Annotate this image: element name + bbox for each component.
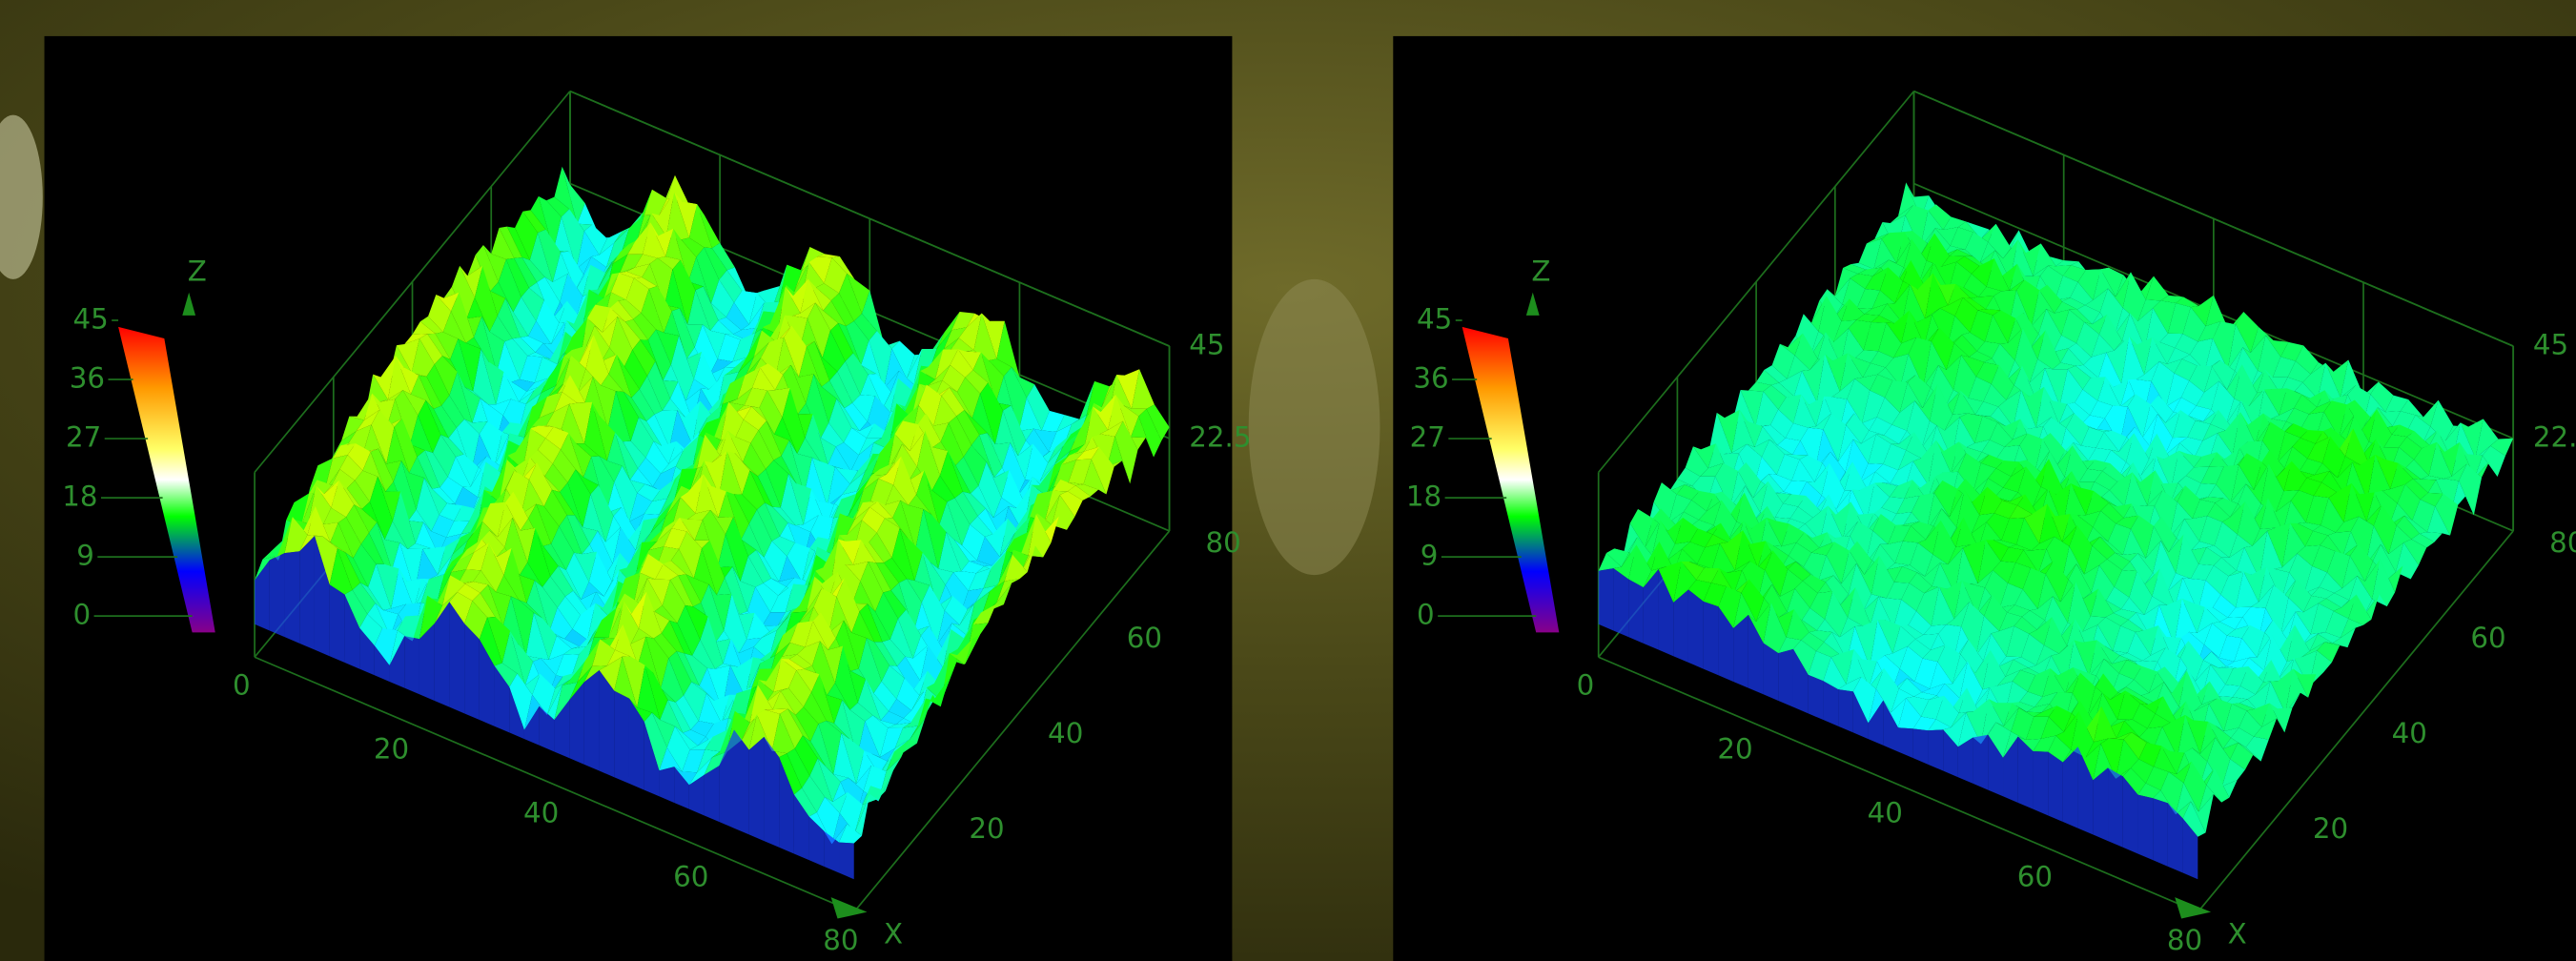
surface-side — [705, 766, 720, 822]
colorbar-tick-label: 27 — [1410, 421, 1445, 454]
colorbar-tick-label: 45 — [1417, 303, 1452, 336]
x-axis-label: X — [884, 917, 903, 950]
surface-side — [1778, 649, 1793, 707]
colorbar-tick-label: 18 — [1406, 480, 1441, 513]
y-tick-label: 60 — [2470, 622, 2505, 654]
x-tick-label: 60 — [2017, 860, 2053, 892]
colorbar-tick-label: 0 — [1417, 599, 1435, 631]
surface-side — [1628, 579, 1644, 643]
surface-side — [1838, 689, 1853, 732]
colorbar-tick-label: 0 — [72, 599, 91, 631]
colorbar-tick-label: 9 — [76, 540, 94, 572]
surface-side — [2108, 767, 2123, 847]
surface-side — [1599, 568, 1614, 630]
surface-side — [614, 691, 629, 784]
screen: 0 20 40 60 80 20 40 60 80 22.5 45 X Z 0 9 18 27 36 45 0 20 4… — [0, 0, 2576, 961]
x-axis-label: X — [2228, 917, 2247, 950]
surface-side — [285, 551, 300, 644]
surface-side — [839, 843, 854, 880]
colorbar-tick-label: 36 — [1413, 362, 1448, 395]
surface-side — [1704, 602, 1719, 675]
y-tick-label: 40 — [2392, 717, 2427, 749]
surface-side — [404, 636, 419, 694]
surface-side — [464, 624, 480, 720]
x-tick-label: 0 — [233, 669, 251, 702]
surface-side — [2093, 767, 2108, 841]
z-axis-label: Z — [1531, 256, 1550, 288]
background-blur — [1249, 279, 1380, 575]
x-tick-label: 20 — [1717, 733, 1752, 766]
z-tick-label: 22.5 — [1189, 420, 1251, 453]
surface-side — [2048, 752, 2063, 822]
z-tick-label: 45 — [2533, 329, 2568, 361]
surface-side — [1688, 589, 1704, 668]
surface-side — [2137, 795, 2153, 861]
x-tick-label: 80 — [2167, 924, 2202, 956]
colorbar-tick-label: 45 — [72, 303, 108, 336]
x-tick-label: 40 — [1868, 796, 1903, 828]
colorbar-tick-label: 36 — [70, 362, 105, 395]
x-tick-label: 20 — [374, 733, 409, 766]
x-tick-label: 60 — [673, 860, 708, 892]
colorbar-tick-label: 9 — [1421, 540, 1439, 572]
surface-side — [2153, 798, 2168, 867]
y-tick-label: 80 — [1205, 526, 1240, 559]
colorbar-tick-label: 18 — [62, 480, 97, 513]
y-tick-label: 40 — [1048, 717, 1083, 749]
surface-side — [330, 584, 345, 663]
surface-side — [749, 737, 765, 841]
page: {"chart_data": [ {"type": "surface", "x_… — [0, 0, 2576, 961]
x-tick-label: 0 — [1577, 669, 1595, 702]
z-axis-label: Z — [188, 256, 207, 288]
surface-side — [1973, 735, 1989, 790]
y-tick-label: 80 — [2549, 526, 2576, 559]
surface-side — [299, 536, 315, 649]
z-tick-label: 22.5 — [2533, 420, 2576, 453]
surface-side — [1613, 568, 1628, 637]
y-tick-label: 60 — [1127, 622, 1162, 654]
surface-side — [1928, 729, 1943, 770]
surface-side — [1809, 675, 1824, 720]
surface-side — [584, 670, 600, 771]
y-tick-label: 20 — [969, 812, 1004, 845]
surface-side — [2033, 751, 2048, 815]
colorbar-tick-label: 27 — [66, 421, 101, 454]
y-tick-label: 20 — [2313, 812, 2348, 845]
x-tick-label: 80 — [823, 924, 858, 956]
x-tick-label: 40 — [523, 796, 559, 828]
surface-side — [270, 553, 285, 637]
z-tick-label: 45 — [1189, 329, 1224, 361]
